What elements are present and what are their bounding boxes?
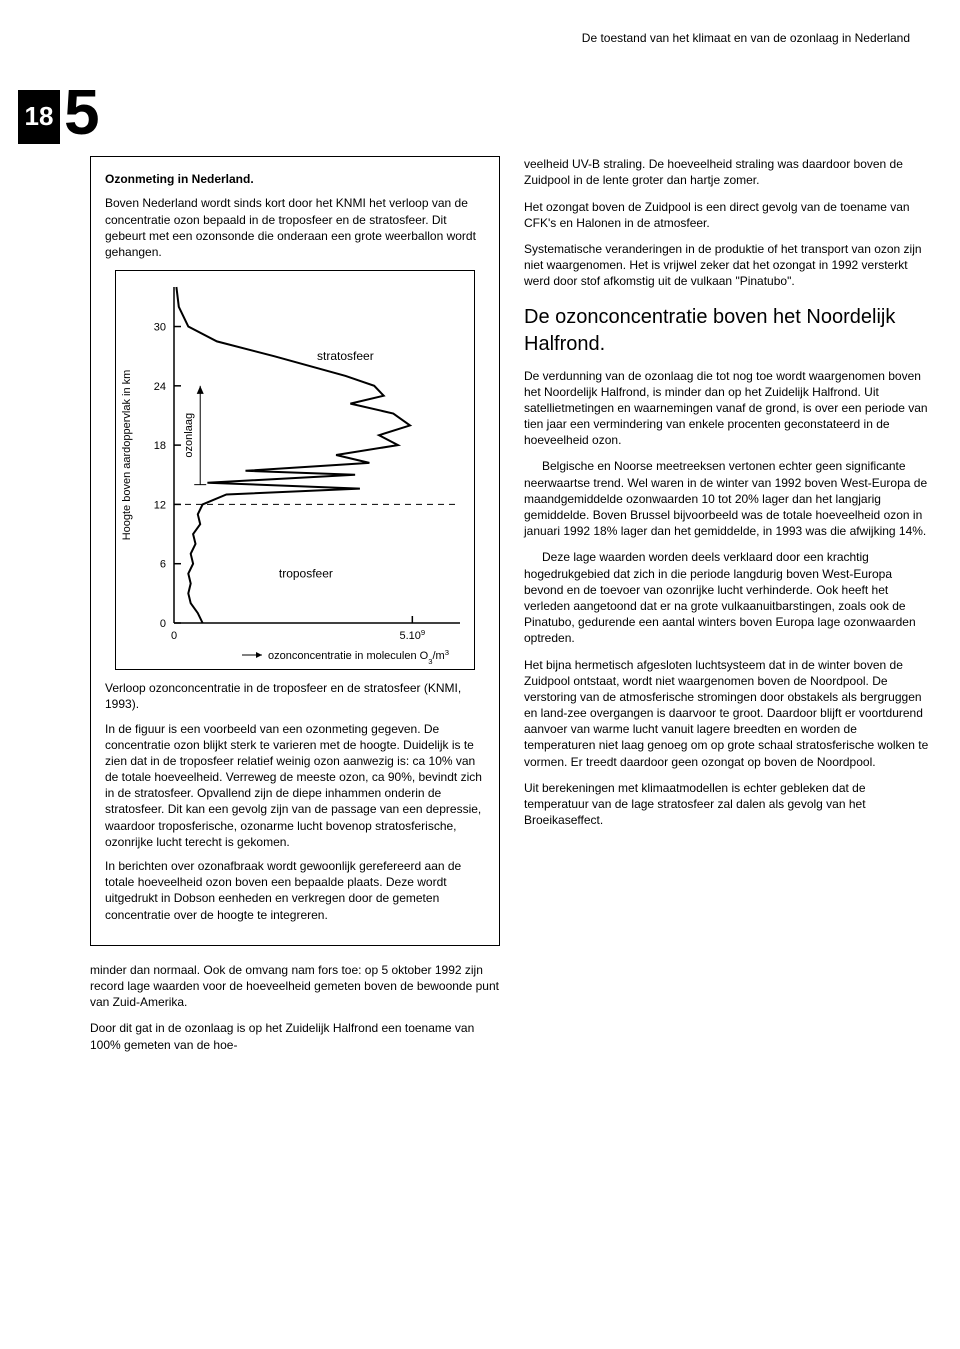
right-p5: Belgische en Noorse meetreeksen vertonen… [524, 458, 930, 539]
box-intro: Boven Nederland wordt sinds kort door he… [105, 195, 485, 260]
svg-text:12: 12 [154, 500, 166, 512]
ozone-profile-chart: 0 6 12 18 24 30 0 5.109 ozonconcentratie in mole… [115, 270, 475, 670]
right-p3: Systematische veranderingen in de produk… [524, 241, 930, 290]
right-p6: Deze lage waarden worden deels verklaard… [524, 549, 930, 646]
running-head: De toestand van het klimaat en van de oz… [0, 30, 930, 46]
left-continued-text: minder dan normaal. Ook de omvang nam fo… [90, 962, 500, 1053]
box-para-2: In de figuur is een voorbeeld van een oz… [105, 721, 485, 851]
svg-text:troposfeer: troposfeer [279, 567, 333, 581]
page-number: 18 [18, 90, 60, 144]
left-cont-p1: minder dan normaal. Ook de omvang nam fo… [90, 962, 500, 1011]
page-mark: 18 5 [18, 80, 100, 144]
chapter-number: 5 [64, 80, 100, 144]
svg-text:Hoogte boven aardoppervlak in: Hoogte boven aardoppervlak in km [121, 370, 133, 541]
svg-text:6: 6 [160, 559, 166, 571]
ozone-chart-svg: 0 6 12 18 24 30 0 5.109 ozonconcentratie in mole… [116, 271, 476, 671]
right-p1: veelheid UV-B straling. De hoeveelheid s… [524, 156, 930, 188]
right-column: veelheid UV-B straling. De hoeveelheid s… [524, 156, 930, 1063]
right-p4: De verdunning van de ozonlaag die tot no… [524, 368, 930, 449]
sidebar-box: Ozonmeting in Nederland. Boven Nederland… [90, 156, 500, 946]
right-p7: Het bijna hermetisch afgesloten luchtsys… [524, 657, 930, 770]
svg-text:stratosfeer: stratosfeer [317, 349, 374, 363]
right-p2: Het ozongat boven de Zuidpool is een dir… [524, 199, 930, 231]
svg-text:30: 30 [154, 322, 166, 334]
box-title: Ozonmeting in Nederland. [105, 171, 485, 187]
right-p8: Uit berekeningen met klimaatmodellen is … [524, 780, 930, 829]
svg-text:5.109: 5.109 [399, 628, 425, 643]
svg-text:0: 0 [171, 630, 177, 642]
content-columns: Ozonmeting in Nederland. Boven Nederland… [90, 156, 930, 1063]
svg-text:0: 0 [160, 618, 166, 630]
chart-caption: Verloop ozonconcentratie in de troposfee… [105, 680, 485, 712]
svg-text:ozonlaag: ozonlaag [183, 413, 195, 458]
svg-text:24: 24 [154, 381, 166, 393]
left-cont-p2: Door dit gat in de ozonlaag is op het Zu… [90, 1020, 500, 1052]
section-heading: De ozonconcentratie boven het Noordelijk… [524, 304, 930, 358]
svg-text:ozonconcentratie in moleculen: ozonconcentratie in moleculen O3/m3 [268, 648, 449, 666]
left-column: Ozonmeting in Nederland. Boven Nederland… [90, 156, 500, 1063]
box-para-3: In berichten over ozonafbraak wordt gewo… [105, 858, 485, 923]
svg-text:18: 18 [154, 440, 166, 452]
